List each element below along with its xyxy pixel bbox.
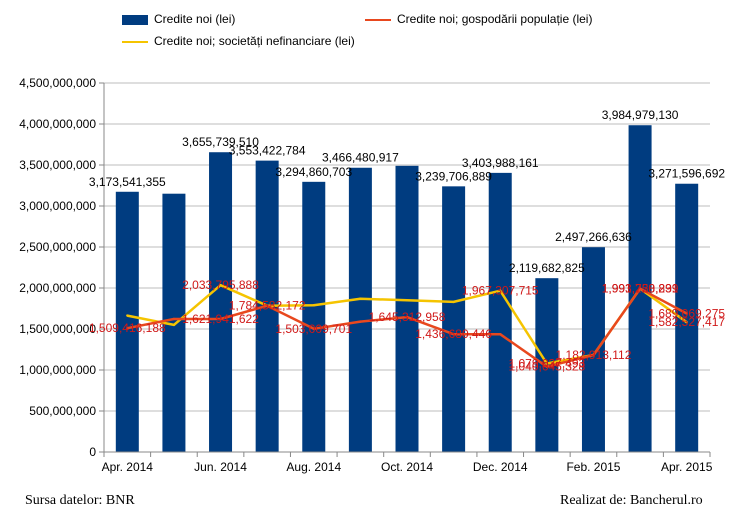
line-households-point bbox=[219, 317, 222, 321]
bar-value-label: 3,173,541,355 bbox=[89, 175, 166, 189]
x-tick-label: Feb. 2015 bbox=[566, 460, 620, 474]
bar bbox=[581, 247, 605, 452]
bar bbox=[535, 278, 559, 452]
line-companies-point bbox=[359, 297, 362, 300]
households-value-label: 1,689,069,275 bbox=[648, 306, 725, 320]
line-households-point bbox=[359, 320, 362, 323]
companies-value-label: 1,079,037,493 bbox=[508, 357, 585, 371]
households-value-label: 1,436,680,446 bbox=[415, 327, 492, 341]
y-tick-label: 3,000,000,000 bbox=[19, 199, 96, 213]
companies-value-label: 1,993,228,899 bbox=[602, 282, 679, 296]
y-tick-label: 2,500,000,000 bbox=[19, 240, 96, 254]
bar bbox=[348, 167, 372, 452]
legend-item-total: Credite noi (lei) bbox=[122, 12, 235, 26]
line-companies-point bbox=[126, 314, 129, 317]
companies-value-label: 1,967,307,715 bbox=[462, 284, 539, 298]
line-companies-point bbox=[452, 300, 455, 304]
y-tick-label: 4,000,000,000 bbox=[19, 117, 96, 131]
axes: 0 500,000,000 1,000,000,000 1,500,000,000 2,… bbox=[19, 76, 712, 474]
line-companies-point bbox=[499, 289, 502, 292]
legend-swatch-companies bbox=[122, 40, 148, 43]
source-note: Sursa datelor: BNR bbox=[25, 493, 135, 508]
bar bbox=[302, 181, 326, 453]
line-households-point bbox=[545, 365, 549, 368]
y-tick-label: 1,000,000,000 bbox=[19, 363, 96, 377]
bar-value-label: 3,239,706,889 bbox=[415, 169, 492, 183]
x-tick-label: Apr. 2015 bbox=[661, 460, 713, 474]
households-value-label: 1,509,416,188 bbox=[89, 321, 166, 335]
households-value-label: 1,182,913,112 bbox=[556, 348, 632, 362]
bar bbox=[395, 165, 419, 452]
bar-value-label: 2,119,682,825 bbox=[509, 261, 585, 275]
x-tick-label: Apr. 2014 bbox=[102, 460, 154, 474]
line-companies-point bbox=[219, 284, 222, 287]
legend-label-companies: Credite noi; societăți nefinanciare (lei… bbox=[154, 34, 355, 48]
line-companies-point bbox=[545, 362, 549, 365]
legend-label-total: Credite noi (lei) bbox=[154, 12, 236, 26]
bar-value-label: 2,497,266,636 bbox=[555, 230, 632, 244]
bar-series bbox=[115, 125, 699, 453]
x-tick-label: Oct. 2014 bbox=[381, 460, 433, 474]
bar-value-label: 3,294,860,703 bbox=[275, 165, 352, 179]
author-note: Realizat de: Bancherul.ro bbox=[560, 493, 703, 508]
legend-item-companies: Credite noi; societăți nefinanciare (lei… bbox=[122, 34, 355, 48]
legend-item-households: Credite noi; gospodării populație (lei) bbox=[365, 12, 592, 26]
bar bbox=[209, 152, 233, 452]
y-tick-label: 1,500,000,000 bbox=[19, 322, 96, 336]
line-companies-point bbox=[405, 299, 409, 302]
households-value-label: 1,784,582,172 bbox=[229, 299, 306, 313]
y-tick-label: 3,500,000,000 bbox=[19, 158, 96, 172]
legend-swatch-households bbox=[365, 18, 391, 21]
line-households-point bbox=[312, 327, 315, 330]
bar-value-label: 3,553,422,784 bbox=[229, 144, 306, 158]
households-value-label: 1,645,312,958 bbox=[369, 310, 446, 324]
y-tick-label: 2,000,000,000 bbox=[19, 281, 96, 295]
line-households-point bbox=[638, 287, 642, 290]
line-households-point bbox=[499, 332, 502, 336]
legend-swatch-bar bbox=[122, 14, 148, 25]
line-households-point bbox=[172, 317, 176, 321]
x-tick-label: Jun. 2014 bbox=[194, 460, 247, 474]
line-series bbox=[126, 283, 688, 368]
line-households-point bbox=[592, 353, 595, 357]
legend-label-households: Credite noi; gospodării populație (lei) bbox=[397, 12, 593, 26]
line-households-point bbox=[265, 304, 269, 307]
bar-value-label: 3,466,480,917 bbox=[322, 151, 399, 165]
line-households-point bbox=[405, 315, 409, 319]
bar bbox=[115, 191, 139, 453]
line-companies-point bbox=[172, 323, 176, 327]
line-households-point bbox=[126, 327, 129, 330]
bar bbox=[442, 186, 466, 452]
households-value-label: 1,621,941,622 bbox=[182, 312, 259, 326]
companies-value-label: 1,582,527,417 bbox=[648, 315, 725, 329]
line-companies-point bbox=[312, 304, 315, 307]
line-households-point bbox=[452, 332, 455, 336]
bar bbox=[675, 183, 699, 452]
y-tick-label: 0 bbox=[89, 445, 96, 459]
x-tick-label: Aug. 2014 bbox=[286, 460, 341, 474]
x-tick-label: Dec. 2014 bbox=[473, 460, 528, 474]
households-value-label: 1,991,750,231 bbox=[602, 282, 679, 296]
companies-value-label: 2,033,795,888 bbox=[182, 278, 259, 292]
bar-value-label: 3,271,596,692 bbox=[648, 167, 725, 181]
households-value-label: 1,503,009,701 bbox=[275, 322, 352, 336]
line-households-point bbox=[685, 312, 688, 315]
bar-value-label: 3,403,988,161 bbox=[462, 156, 539, 170]
y-tick-label: 4,500,000,000 bbox=[19, 76, 96, 90]
line-companies-point bbox=[685, 321, 688, 324]
bar-value-label: 3,984,979,130 bbox=[602, 108, 679, 122]
bar-value-label: 3,655,739,510 bbox=[182, 135, 259, 149]
bar bbox=[162, 193, 186, 452]
bar bbox=[488, 172, 512, 452]
y-tick-label: 500,000,000 bbox=[29, 404, 96, 418]
households-value-label: 1,040,645,328 bbox=[508, 360, 585, 374]
